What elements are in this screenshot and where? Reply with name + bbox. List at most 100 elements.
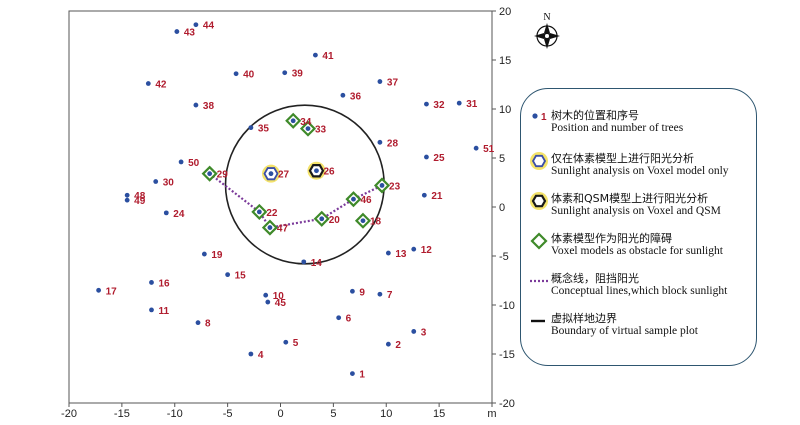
y-tick-label: 15: [499, 55, 511, 67]
y-tick-label: 10: [499, 104, 511, 116]
y-tick-label: 0: [499, 202, 505, 214]
legend-panel: 1 树木的位置和序号 Position and number of trees …: [520, 88, 757, 366]
x-tick-label: 5: [330, 408, 336, 420]
tree-label: 7: [387, 290, 393, 301]
tree-label: 16: [158, 278, 170, 289]
tree-label: 29: [217, 170, 229, 181]
tree-8: 8: [195, 319, 211, 330]
tree-dot: [336, 315, 342, 321]
tree-27: 27: [268, 170, 290, 181]
x-tick-label: -20: [61, 408, 77, 420]
tree-21: 21: [421, 191, 443, 202]
tree-28: 28: [377, 138, 399, 149]
tree-label: 36: [350, 91, 362, 102]
x-tick-label: 15: [433, 408, 445, 420]
tree-51: 51: [473, 144, 495, 155]
compass-icon: N: [534, 12, 560, 49]
legend-line-en: Conceptual lines,which block sunlight: [551, 285, 728, 297]
tree-13: 13: [385, 249, 407, 260]
tree-dot: [421, 192, 427, 198]
tree-label: 9: [359, 287, 365, 298]
legend-obstacle-zh: 体素模型作为阳光的障碍: [551, 232, 672, 245]
tree-label: 49: [134, 196, 146, 207]
tree-label: 4: [258, 350, 264, 361]
tree-11: 11: [149, 306, 169, 317]
tree-dot: [411, 329, 417, 334]
tree-dot: [195, 320, 201, 326]
voxel-qsm-hexagon-icon: [530, 192, 548, 210]
tree-dot: [473, 145, 479, 151]
tree-label: 14: [311, 258, 323, 269]
tree-31: 31: [456, 99, 478, 110]
tree-dot: [319, 216, 325, 222]
tree-dot: [350, 371, 355, 376]
legend-voxel-only-en: Sunlight analysis on Voxel model only: [551, 165, 729, 177]
tree-dot: [207, 171, 213, 177]
tree-label: 47: [277, 224, 289, 235]
tree-15: 15: [225, 271, 246, 282]
tree-label: 34: [300, 117, 312, 128]
tree-dot: [340, 92, 346, 98]
voxel-only-hexagon-icon: [530, 152, 548, 170]
tree-dot: [267, 225, 273, 230]
tree-label: 2: [395, 340, 401, 351]
tree-17: 17: [96, 286, 117, 297]
tree-dot: [163, 210, 169, 216]
tree-39: 39: [282, 69, 303, 80]
tree-dot: [193, 22, 199, 28]
y-tick-label: -10: [499, 300, 515, 312]
obstacle-diamond-icon: [530, 232, 548, 250]
tree-26: 26: [314, 167, 335, 178]
tree-dot-icon: 1: [532, 112, 547, 123]
tree-10: 10: [263, 291, 284, 302]
tree-label: 19: [211, 250, 223, 261]
tree-dot: [178, 159, 184, 165]
tree-dot: [248, 125, 254, 131]
tree-dot: [233, 71, 239, 77]
tree-25: 25: [424, 153, 445, 164]
x-tick-label: -10: [167, 408, 183, 420]
tree-5: 5: [283, 338, 299, 349]
tree-7: 7: [377, 290, 393, 301]
tree-dot: [360, 218, 366, 224]
tree-33: 33: [305, 125, 327, 136]
tree-dot: [145, 81, 151, 86]
y-tick-label: -15: [499, 349, 515, 361]
tree-dot: [225, 272, 231, 278]
tree-4: 4: [248, 350, 264, 361]
tree-dot: [248, 351, 254, 357]
tree-label: 44: [203, 21, 215, 32]
tree-label: 11: [158, 306, 169, 317]
y-tick-label: -5: [499, 251, 509, 263]
tree-label: 17: [106, 286, 118, 297]
tree-14: 14: [301, 258, 322, 269]
tree-label: 28: [387, 138, 399, 149]
legend-voxel-only-zh: 仅在体素模型上进行阳光分析: [551, 152, 694, 165]
tree-24: 24: [163, 209, 185, 220]
legend-voxel-qsm-zh: 体素和QSM模型上进行阳光分析: [551, 192, 709, 205]
tree-44: 44: [193, 21, 215, 32]
tree-label: 42: [155, 80, 167, 91]
tree-22: 22: [256, 208, 278, 219]
y-tick-label: 5: [499, 153, 505, 165]
compass-label: N: [543, 12, 550, 23]
tree-label: 18: [370, 217, 382, 228]
tree-dot: [124, 197, 130, 203]
legend-boundary-en: Boundary of virtual sample plot: [551, 325, 698, 337]
tree-50: 50: [178, 158, 200, 169]
x-tick-label: 10: [380, 408, 392, 420]
tree-label: 23: [389, 181, 401, 192]
tree-3: 3: [411, 327, 427, 338]
tree-dot: [312, 52, 318, 58]
y-tick-label: 20: [499, 6, 511, 18]
dotted-line-icon: [530, 279, 548, 283]
tree-dot: [201, 251, 207, 257]
tree-6: 6: [336, 314, 352, 325]
tree-dot: [256, 209, 262, 215]
tree-dot: [96, 287, 102, 293]
tree-dot: [379, 183, 385, 188]
tree-label: 5: [293, 338, 299, 349]
legend-boundary-zh: 虚拟样地边界: [551, 312, 617, 325]
